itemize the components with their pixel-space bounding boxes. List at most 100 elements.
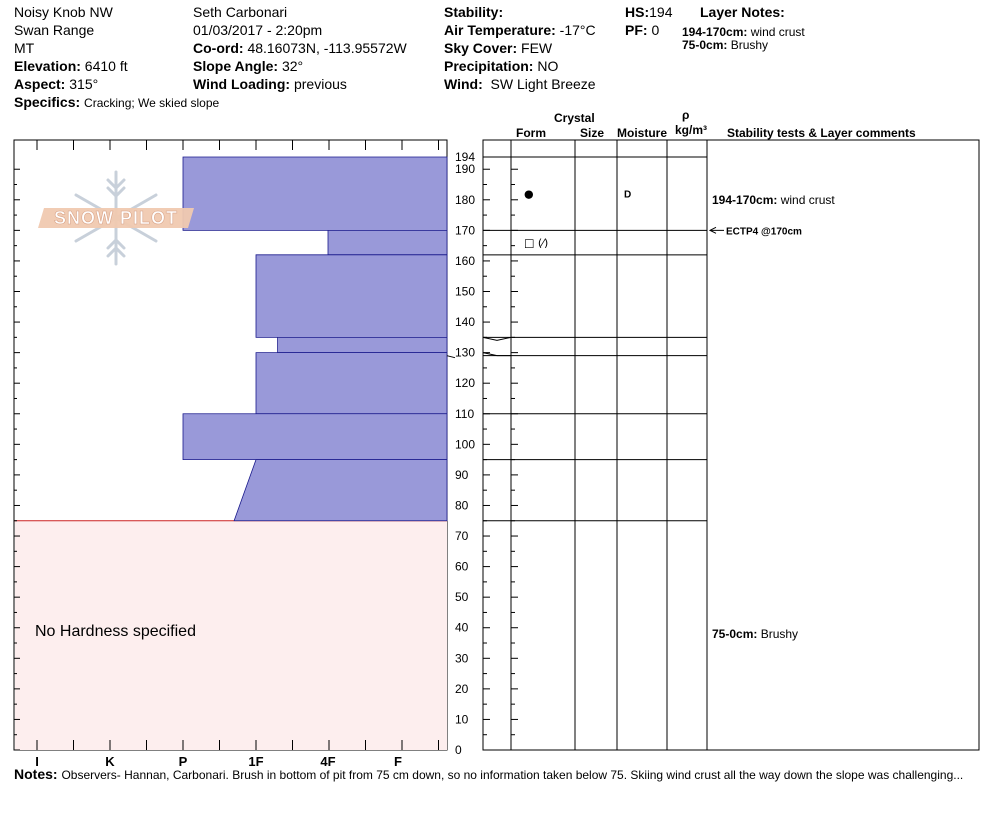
hardness-tick-label-P: P [179, 754, 188, 769]
depth-tick-label-60: 60 [455, 560, 469, 574]
depth-tick-label-120: 120 [455, 376, 475, 390]
aspect-label: Aspect: [14, 76, 66, 92]
aspect-value: 315° [69, 76, 99, 92]
depth-tick-label-150: 150 [455, 284, 475, 298]
depth-tick-label-80: 80 [455, 498, 469, 512]
layer-note-2-text: Brushy [730, 38, 769, 52]
layer-note-1: 194-170cm: wind crust [682, 24, 805, 40]
depth-tick-label-170: 170 [455, 223, 475, 237]
specifics: Specifics: Cracking; We skied slope [14, 94, 219, 111]
wind-loading-label: Wind Loading: [193, 76, 291, 92]
column-density-symbol: ρ [682, 108, 690, 122]
layer-comment-1: 75-0cm: Brushy [712, 627, 798, 641]
specifics-label: Specifics: [14, 94, 81, 110]
no-hardness-label: No Hardness specified [35, 623, 196, 640]
no-hardness-zone [15, 520, 447, 750]
depth-tick-label-100: 100 [455, 437, 475, 451]
depth-tick-label-140: 140 [455, 315, 475, 329]
stability-test-arrowhead-0 [708, 226, 717, 234]
wind: Wind: SW Light Breeze [444, 76, 596, 92]
layer-comment-0: 194-170cm: wind crust [712, 193, 835, 207]
slope-angle: Slope Angle: 32° [193, 58, 303, 74]
crystal-form-symbol-1: □ (⁄) [524, 237, 548, 250]
moisture-value-0: D [624, 190, 631, 201]
layer-note-1-range: 194-170cm: [682, 25, 748, 39]
depth-tick-label-110: 110 [455, 407, 474, 421]
location-name: Noisy Knob NW [14, 4, 113, 20]
stability-test-label-0: ECTP4 @170cm [726, 226, 802, 237]
crystal-form-symbol-0: ● [524, 188, 534, 201]
specifics-value: Cracking; We skied slope [84, 96, 220, 110]
depth-tick-label-30: 30 [455, 651, 469, 665]
hardness-layer-3 [277, 336, 448, 354]
observation-datetime: 01/03/2017 - 2:20pm [193, 22, 323, 38]
hardness-layer-1 [327, 229, 448, 256]
depth-tick-label-194: 194 [455, 150, 475, 164]
wind-label: Wind: [444, 76, 483, 92]
wind-loading-value: previous [293, 76, 347, 92]
slope-label: Slope Angle: [193, 58, 279, 74]
depth-tick-label-160: 160 [455, 254, 475, 268]
precip-value: NO [537, 58, 559, 74]
stability-label: Stability: [444, 4, 504, 20]
hardness-layer-5 [182, 413, 448, 461]
depth-tick-label-0: 0 [455, 743, 462, 757]
wind-value: SW Light Breeze [490, 76, 596, 92]
column-stability-header: Stability tests & Layer comments [727, 126, 916, 140]
air-temperature: Air Temperature: -17°C [444, 22, 596, 38]
layer-connector-slant-2 [482, 352, 512, 357]
depth-tick-label-10: 10 [455, 712, 469, 726]
precip-label: Precipitation: [444, 58, 534, 74]
air-temp-label: Air Temperature: [444, 22, 556, 38]
notes-label: Notes: [14, 766, 58, 782]
sky-label: Sky Cover: [444, 40, 518, 56]
layer-note-2: 75-0cm: Brushy [682, 37, 768, 53]
depth-tick-label-40: 40 [455, 621, 469, 635]
hardness-tick-label-F: F [394, 754, 402, 769]
pf-value: 0 [651, 22, 660, 38]
hardness-tick-label-I: I [35, 754, 39, 769]
layer-table-frame [482, 139, 980, 751]
logo-text: SNOW PILOT [54, 208, 178, 228]
range-name: Swan Range [14, 22, 95, 38]
elevation-label: Elevation: [14, 58, 81, 74]
notes: Notes: Observers- Hannan, Carbonari. Bru… [14, 766, 963, 783]
logo-banner [38, 208, 194, 228]
column-density-unit: kg/m³ [675, 123, 708, 137]
depth-tick-label-90: 90 [455, 468, 469, 482]
hardness-tick-label-K: K [105, 754, 115, 769]
coord-label: Co-ord: [193, 40, 244, 56]
depth-tick-label-180: 180 [455, 193, 475, 207]
layer-connector-edge [446, 355, 456, 359]
hardness-layer-4 [255, 352, 448, 415]
hardness-tick-label-1F: 1F [248, 754, 263, 769]
notes-value: Observers- Hannan, Carbonari. Brush in b… [61, 768, 964, 782]
coord-value: 48.16073N, -113.95572W [247, 40, 407, 56]
layer-note-1-text: wind crust [750, 25, 805, 39]
layer-note-2-range: 75-0cm: [682, 38, 728, 52]
hardness-layer-6 [233, 459, 448, 522]
elevation: Elevation: 6410 ft [14, 58, 128, 74]
depth-tick-label-50: 50 [455, 590, 469, 604]
hs: HS:194 [625, 4, 672, 20]
aspect: Aspect: 315° [14, 76, 98, 92]
hs-value: 194 [649, 4, 673, 20]
column-crystal-header: Crystal [554, 111, 595, 125]
air-temp-value: -17°C [559, 22, 596, 38]
elevation-value: 6410 ft [84, 58, 128, 74]
column-size-header: Size [580, 126, 605, 140]
depth-tick-label-130: 130 [455, 346, 475, 360]
precipitation: Precipitation: NO [444, 58, 558, 74]
depth-tick-label-190: 190 [455, 162, 475, 176]
layer-notes-title: Layer Notes: [700, 4, 785, 20]
hs-label: HS: [625, 4, 650, 20]
slope-value: 32° [281, 58, 304, 74]
pf: PF: 0 [625, 22, 659, 38]
state-name: MT [14, 40, 35, 56]
layer-connector-slant-1 [482, 336, 512, 341]
hardness-layer-2 [255, 254, 448, 338]
column-moisture-header: Moisture [617, 126, 668, 140]
hardness-layer-0 [182, 156, 448, 231]
observer-name: Seth Carbonari [193, 4, 288, 20]
